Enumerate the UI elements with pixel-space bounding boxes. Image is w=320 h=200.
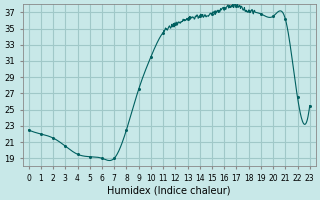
X-axis label: Humidex (Indice chaleur): Humidex (Indice chaleur) [108,186,231,196]
